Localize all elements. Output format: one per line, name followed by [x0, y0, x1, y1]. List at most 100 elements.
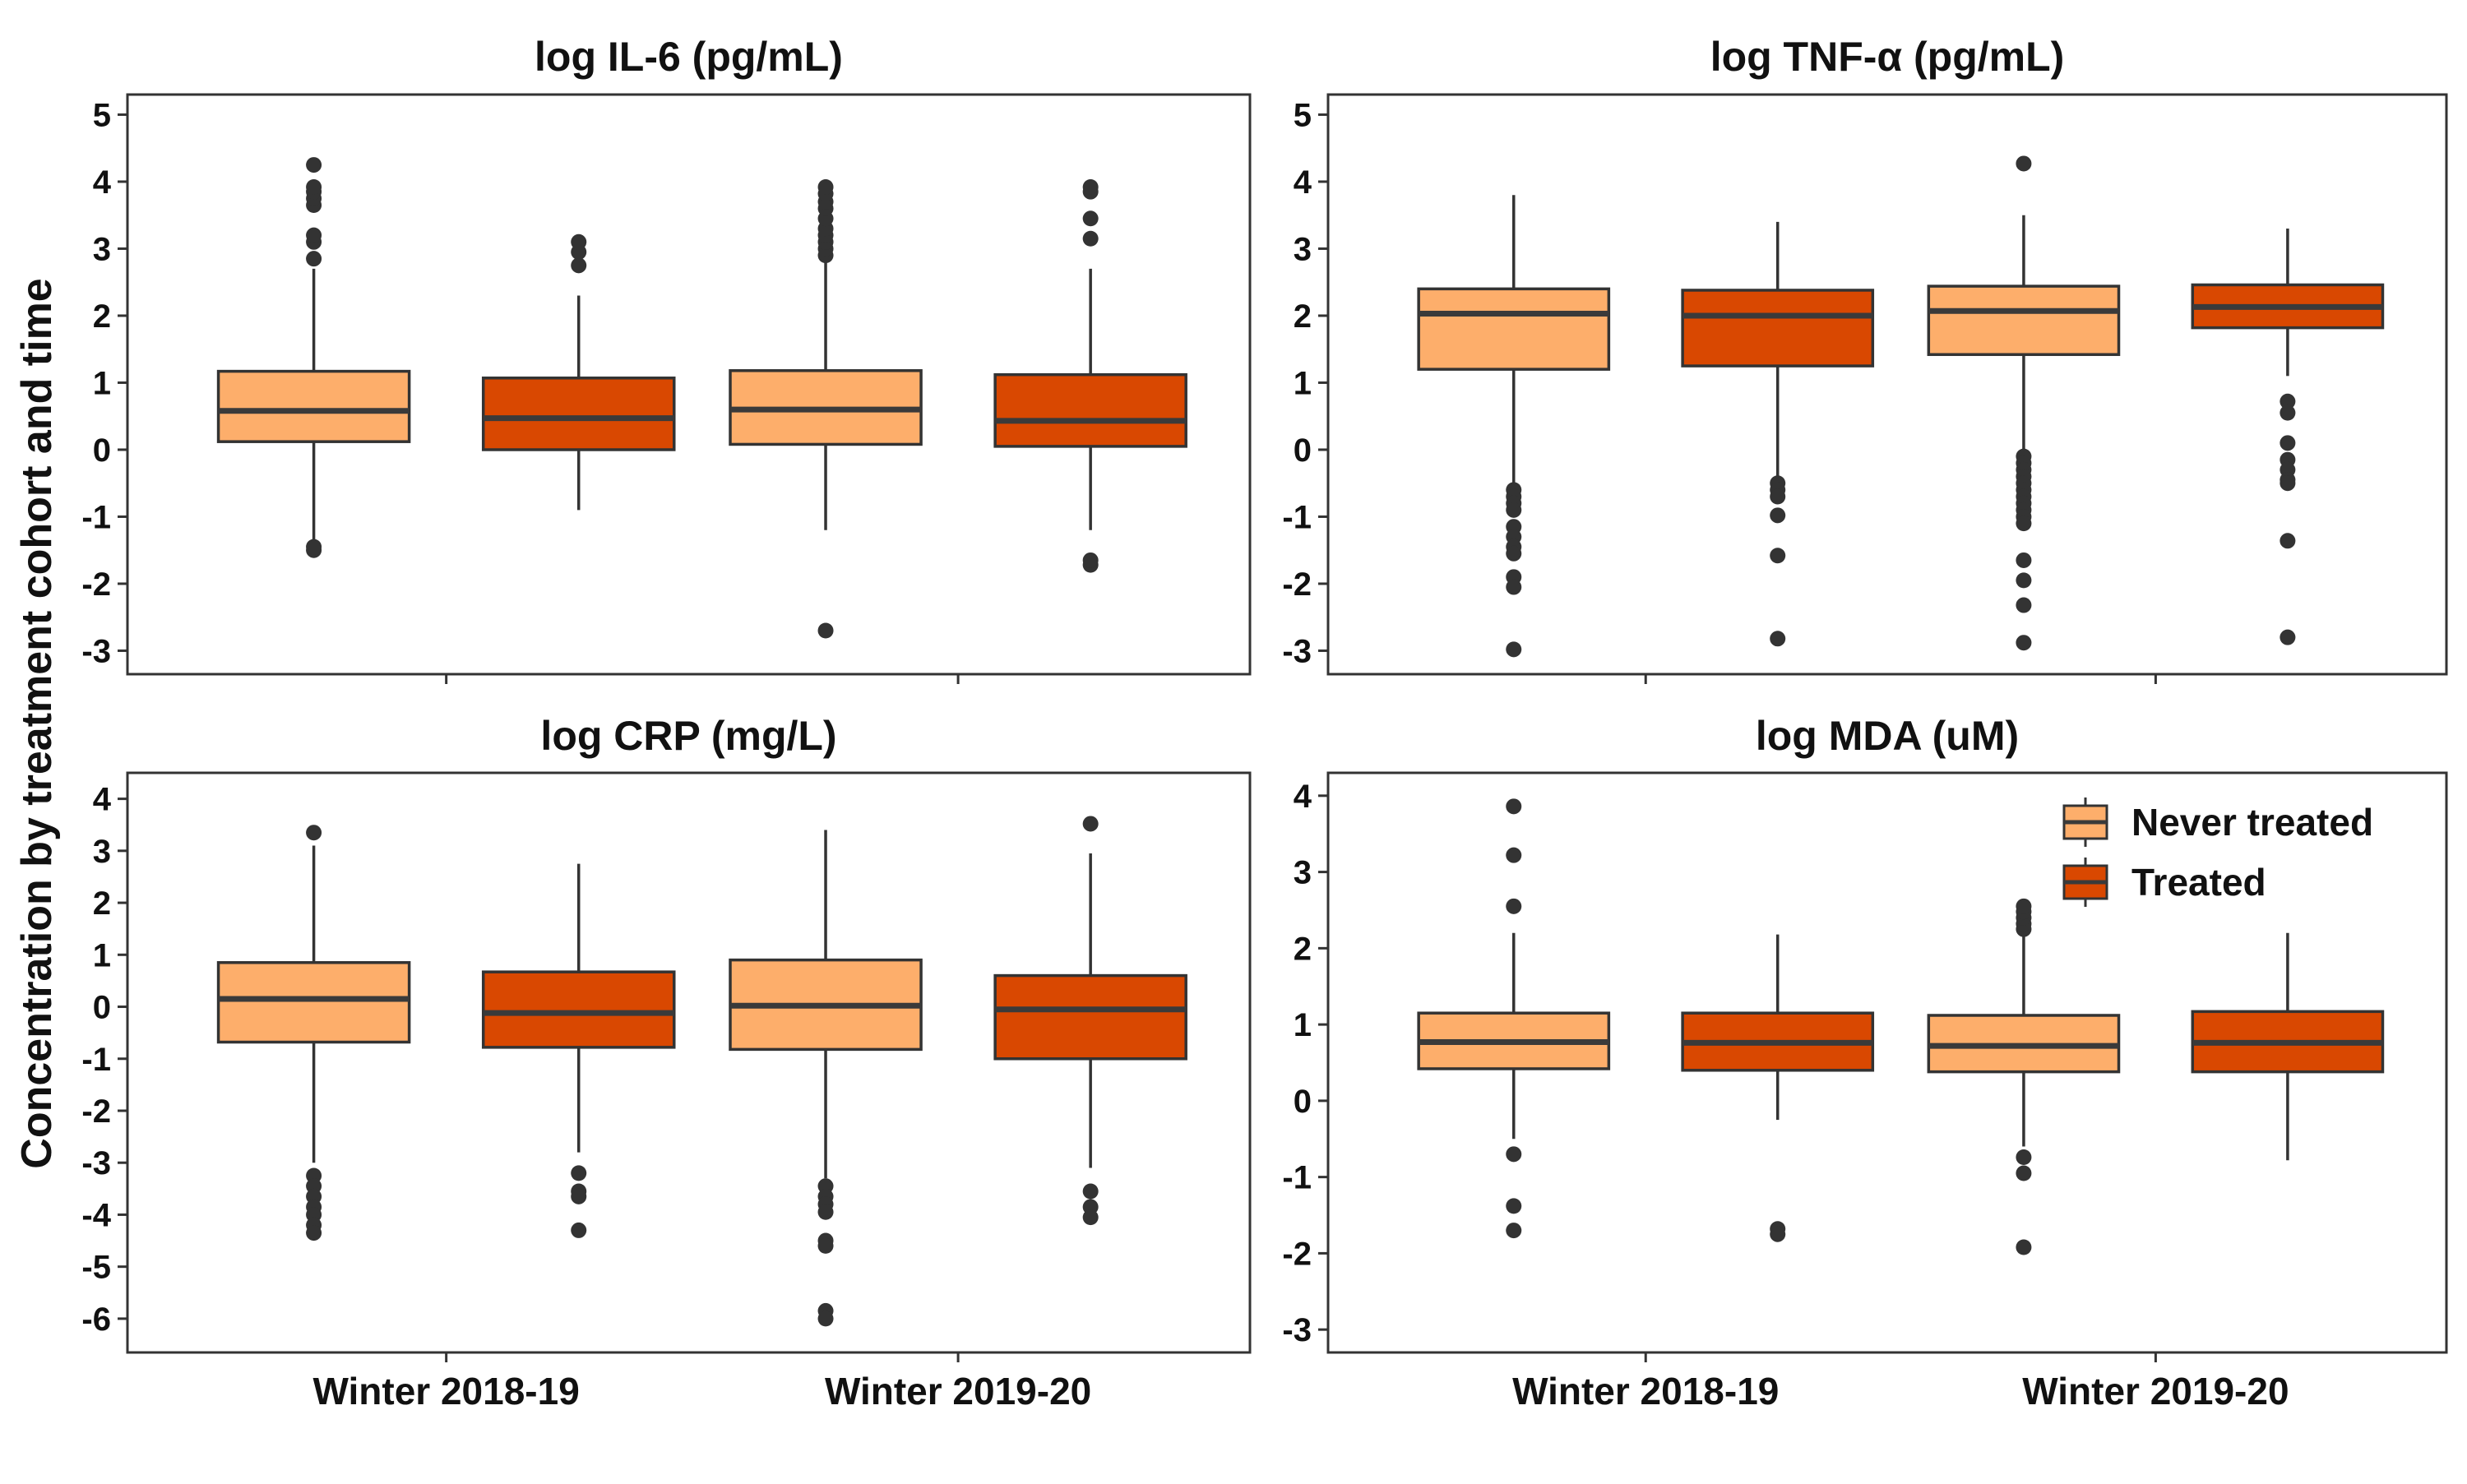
y-tick-label: 2	[93, 298, 111, 335]
boxplot-treated-2	[2191, 229, 2385, 645]
outlier-point	[1082, 230, 1099, 247]
outlier-point	[306, 227, 322, 243]
panels: log IL-6 (pg/mL) -3 -2 -1 0 1 2 3 4 5 log TNF-α (p…	[81, 34, 2448, 1412]
box-iqr	[481, 377, 676, 451]
y-tick-label: 0	[1294, 432, 1312, 469]
panel-3: log CRP (mg/L) -6 -5 -4 -3 -2 -1 0 1 2 3 4 Winter 20…	[81, 713, 1252, 1412]
outlier-point	[1506, 847, 1522, 863]
y-tick-label: -1	[1282, 1160, 1312, 1196]
outlier-point	[1506, 1223, 1522, 1239]
panel-title: log CRP (mg/L)	[540, 713, 836, 759]
y-tick-label: -4	[81, 1197, 111, 1233]
box-iqr	[993, 372, 1187, 448]
y-tick-label: 5	[1294, 97, 1312, 133]
panel-1: log IL-6 (pg/mL) -3 -2 -1 0 1 2 3 4 5	[81, 34, 1252, 684]
box-iqr	[1681, 289, 1875, 368]
outlier-point	[571, 233, 587, 250]
outlier-point	[817, 178, 834, 195]
outlier-point	[2016, 635, 2032, 651]
y-tick-label: -2	[81, 1093, 111, 1130]
boxplot-never-treated-2	[729, 178, 923, 639]
outlier-point	[571, 1165, 587, 1181]
outlier-point	[1506, 1146, 1522, 1163]
y-tick-label: 3	[1294, 855, 1312, 891]
outlier-point	[571, 1222, 587, 1238]
outlier-point	[306, 157, 322, 173]
outlier-point	[1506, 579, 1522, 595]
box-iqr	[216, 369, 411, 443]
boxplot-never-treated-2	[1927, 898, 2121, 1255]
y-tick-label: 0	[93, 990, 111, 1026]
y-tick-label: -3	[81, 633, 111, 669]
panel-frame	[126, 93, 1252, 676]
y-tick-label: 4	[93, 164, 112, 201]
outlier-point	[1082, 210, 1099, 227]
outlier-point	[1506, 641, 1522, 658]
y-tick-label: 1	[1294, 1007, 1312, 1043]
panel-title: log TNF-α (pg/mL)	[1710, 34, 2065, 80]
boxplot-treated-1	[481, 233, 676, 511]
y-tick-label: -2	[1282, 1236, 1312, 1272]
legend-key-never-treated	[2062, 797, 2108, 847]
y-tick-label: 3	[1294, 231, 1312, 267]
outlier-point	[1082, 816, 1099, 832]
boxplot-treated-1	[1681, 934, 1875, 1242]
x-tick-label: Winter 2019-20	[2022, 1370, 2289, 1412]
box-iqr	[216, 961, 411, 1044]
outlier-point	[2016, 515, 2032, 532]
outlier-point	[2016, 597, 2032, 613]
y-tick-label: 3	[93, 834, 111, 870]
boxplot-never-treated-1	[216, 157, 411, 558]
outlier-point	[1506, 1198, 1522, 1214]
y-tick-label: 1	[1294, 365, 1312, 401]
y-tick-label: -1	[1282, 499, 1312, 535]
outlier-point	[1082, 178, 1099, 195]
x-tick-label: Winter 2018-19	[1512, 1370, 1779, 1412]
outlier-point	[2280, 393, 2296, 409]
outlier-point	[817, 622, 834, 639]
boxplot-treated-1	[481, 863, 676, 1238]
y-axis-title: Concentration by treatment cohort and ti…	[13, 278, 61, 1168]
x-tick-label: Winter 2018-19	[313, 1370, 580, 1412]
outlier-point	[1506, 502, 1522, 518]
legend-label: Treated	[2131, 861, 2266, 904]
boxplot-never-treated-1	[1417, 798, 1611, 1239]
box-iqr	[1927, 284, 2121, 356]
outlier-point	[817, 1237, 834, 1254]
y-tick-label: 2	[1294, 931, 1312, 967]
y-tick-label: 4	[1294, 164, 1312, 201]
outlier-point	[2016, 552, 2032, 568]
boxplot-treated-1	[1681, 221, 1875, 647]
outlier-point	[1506, 798, 1522, 815]
y-tick-label: 2	[1294, 298, 1312, 335]
boxplot-never-treated-1	[216, 825, 411, 1241]
outlier-point	[2016, 1239, 2032, 1255]
outlier-point	[1770, 548, 1786, 564]
y-tick-label: -1	[81, 499, 111, 535]
boxplot-never-treated-2	[1927, 155, 2121, 651]
outlier-point	[1506, 545, 1522, 562]
boxplot-treated-2	[2191, 932, 2385, 1161]
outlier-point	[1770, 1226, 1786, 1242]
y-tick-label: 0	[1294, 1084, 1312, 1120]
outlier-point	[1082, 1209, 1099, 1226]
y-tick-label: 5	[93, 97, 111, 133]
y-tick-label: -3	[1282, 1312, 1312, 1348]
outlier-point	[2016, 1149, 2032, 1166]
y-tick-label: 4	[93, 782, 112, 818]
panel-title: log MDA (uM)	[1756, 713, 2019, 759]
panel-frame	[126, 771, 1252, 1354]
outlier-point	[1770, 488, 1786, 505]
box-iqr	[993, 973, 1187, 1061]
outlier-point	[817, 1311, 834, 1327]
outlier-point	[2016, 898, 2032, 914]
panel-title: log IL-6 (pg/mL)	[535, 34, 843, 80]
legend-key-treated	[2062, 858, 2108, 907]
outlier-point	[306, 1225, 322, 1241]
y-tick-label: -1	[81, 1042, 111, 1078]
outlier-point	[817, 1204, 834, 1220]
outlier-point	[1082, 1183, 1099, 1200]
y-tick-label: -6	[81, 1301, 111, 1338]
outlier-point	[2280, 405, 2296, 421]
